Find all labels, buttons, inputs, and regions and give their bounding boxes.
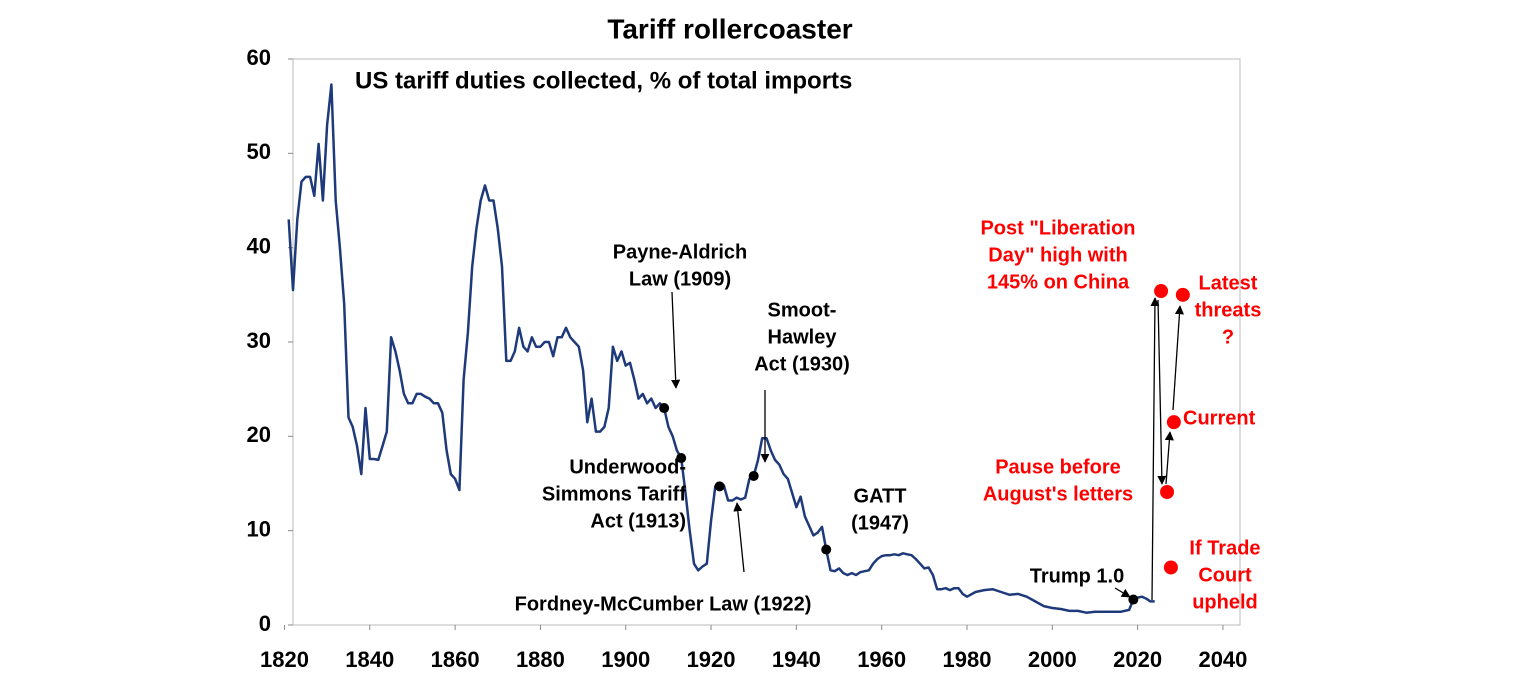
scenario-arrow xyxy=(1157,299,1167,485)
scenario-label: Post "Liberation xyxy=(980,217,1135,239)
chart-subtitle: US tariff duties collected, % of total i… xyxy=(355,67,852,94)
x-tick-label: 2020 xyxy=(1113,647,1162,672)
event-label: Trump 1.0 xyxy=(1030,565,1124,587)
y-tick-label: 0 xyxy=(259,611,271,636)
scenario-label: ? xyxy=(1222,326,1234,348)
event-dot xyxy=(748,470,759,481)
x-tick-label: 1980 xyxy=(943,647,992,672)
scenario-arrow xyxy=(1172,305,1184,411)
event-label: Underwood- xyxy=(569,456,686,478)
event-arrow xyxy=(1114,587,1131,598)
scenario-arrow xyxy=(1164,431,1174,485)
y-tick-label: 50 xyxy=(247,139,271,164)
x-tick-label: 1860 xyxy=(431,647,480,672)
x-tick-label: 1900 xyxy=(601,647,650,672)
scenario-label: Pause before xyxy=(995,456,1121,478)
event-label: Act (1913) xyxy=(590,510,686,532)
event-arrow xyxy=(733,502,745,573)
event-label: Fordney-McCumber Law (1922) xyxy=(515,593,812,615)
event-label: Simmons Tariff xyxy=(542,483,686,505)
event-label: Law (1909) xyxy=(629,268,731,290)
event-label: Smoot- xyxy=(768,299,837,321)
scenario-dot xyxy=(1163,560,1178,575)
scenario-label: Court xyxy=(1198,564,1252,586)
scenario-dot xyxy=(1160,484,1175,499)
scenario-label: Current xyxy=(1183,407,1256,429)
event-label: Payne-Aldrich xyxy=(613,241,747,263)
scenario-label: 145% on China xyxy=(987,271,1130,293)
x-tick-label: 1960 xyxy=(857,647,906,672)
x-tick-label: 1840 xyxy=(345,647,394,672)
x-tick-label: 1880 xyxy=(516,647,565,672)
scenario-label: Day" high with xyxy=(988,244,1127,266)
scenario-label: Latest xyxy=(1199,272,1258,294)
x-tick-label: 1920 xyxy=(687,647,736,672)
event-label: GATT xyxy=(854,485,907,507)
plot-frame xyxy=(292,58,1241,626)
scenario-dot xyxy=(1154,284,1169,299)
scenario-arrow xyxy=(1150,297,1160,601)
y-tick-label: 40 xyxy=(247,233,271,258)
event-label: Act (1930) xyxy=(754,353,850,375)
event-dot xyxy=(821,544,832,555)
event-arrow xyxy=(671,291,681,389)
event-label: (1947) xyxy=(851,512,909,534)
scenario-label: upheld xyxy=(1192,591,1258,613)
x-tick-label: 2040 xyxy=(1198,647,1247,672)
scenario-label: If Trade xyxy=(1189,537,1260,559)
scenario-label: August's letters xyxy=(983,483,1133,505)
y-tick-label: 60 xyxy=(247,45,271,70)
x-tick-label: 2000 xyxy=(1028,647,1077,672)
event-dot xyxy=(714,481,725,492)
event-dot xyxy=(659,403,670,414)
event-dot xyxy=(1128,594,1139,605)
event-dot xyxy=(676,453,687,464)
y-tick-label: 30 xyxy=(247,328,271,353)
data-line xyxy=(287,83,1155,614)
y-tick-label: 10 xyxy=(247,516,271,541)
x-tick-label: 1940 xyxy=(772,647,821,672)
y-tick-label: 20 xyxy=(247,422,271,447)
chart-title: Tariff rollercoaster xyxy=(607,13,852,44)
scenario-dot xyxy=(1166,415,1181,430)
scenario-label: threats xyxy=(1195,299,1262,321)
scenario-dot xyxy=(1175,287,1190,302)
event-label: Hawley xyxy=(768,326,838,348)
x-tick-label: 1820 xyxy=(260,647,309,672)
